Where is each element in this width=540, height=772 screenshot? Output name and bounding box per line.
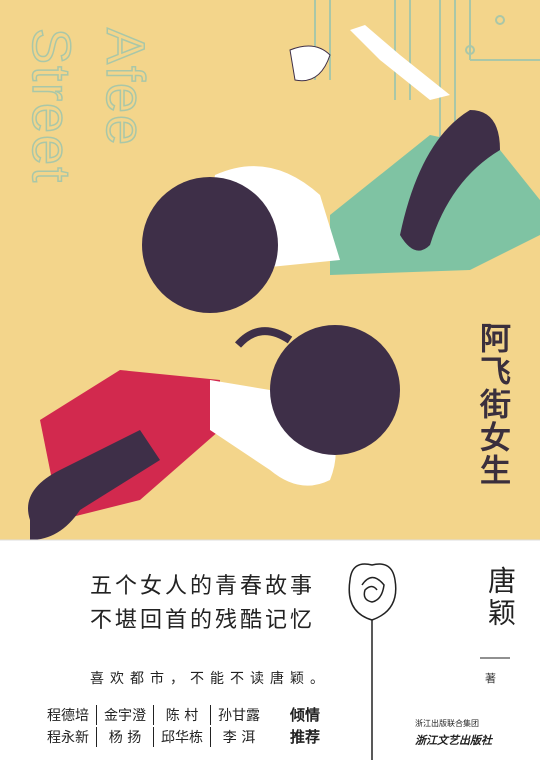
recommender: 程德培 <box>40 705 97 725</box>
rose-icon <box>348 563 397 760</box>
arm-bottom <box>28 430 160 540</box>
recommender: 杨 扬 <box>97 727 154 747</box>
recommender: 邱华栋 <box>154 727 211 747</box>
author-role: 著 <box>485 672 496 685</box>
author: 唐颖 <box>484 566 517 630</box>
recommender-row: 程永新杨 扬邱华栋李 洱 <box>40 727 267 747</box>
publisher-group: 浙江出版联合集团 <box>415 719 479 728</box>
book-title: 阿飞街女生 <box>474 322 510 487</box>
recommender: 李 洱 <box>222 730 256 746</box>
window <box>314 0 540 140</box>
arm-top <box>400 110 500 251</box>
recommender-row: 程德培 金宇澄陈 村孙甘露 <box>40 705 267 725</box>
hand <box>350 25 450 100</box>
hair-curl <box>234 327 293 348</box>
glass <box>289 45 331 82</box>
hair-top <box>142 177 278 313</box>
publisher-name: 浙江文艺出版社 <box>415 734 492 747</box>
recommender: 孙甘露 <box>218 708 260 724</box>
endorsement: 推荐 <box>290 728 321 746</box>
tagline: 不堪回首的残酷记忆 <box>90 608 316 633</box>
tagline: 五个女人的青春故事 <box>90 574 316 599</box>
hair-bottom <box>270 325 400 455</box>
recommender: 陈 村 <box>154 705 211 725</box>
recommender: 金宇澄 <box>97 705 154 725</box>
endorsement: 倾情 <box>290 706 321 724</box>
recommender: 程永新 <box>40 727 97 747</box>
english-title: Afee Street <box>20 27 156 185</box>
quote: 喜欢都市，不能不读唐颖。 <box>90 671 330 687</box>
